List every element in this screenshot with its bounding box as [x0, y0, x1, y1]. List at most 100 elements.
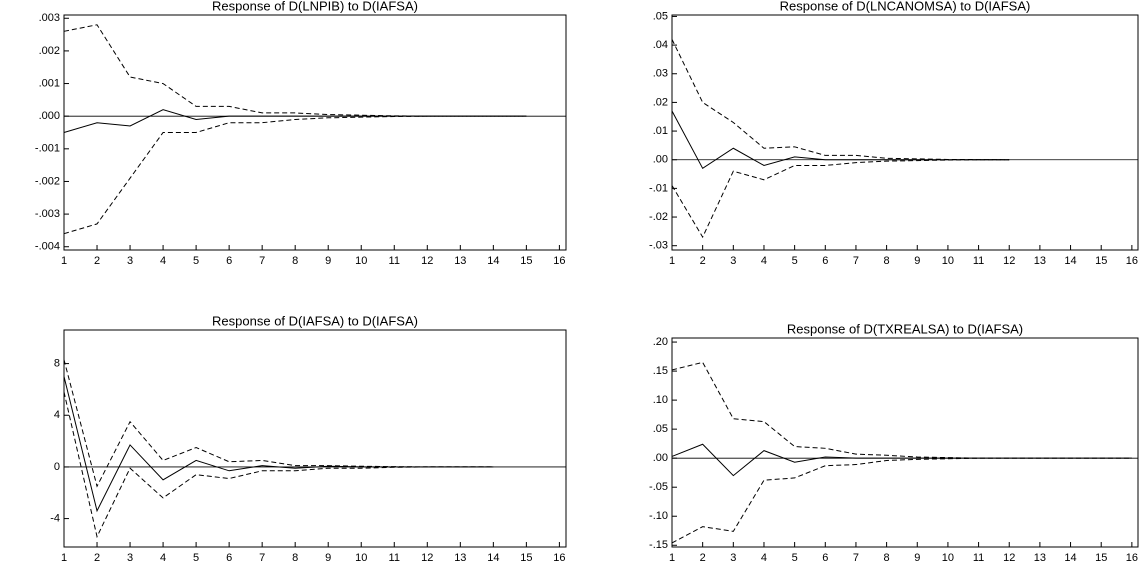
y-tick-label: 4 — [54, 409, 60, 421]
x-tick-label: 12 — [1003, 552, 1015, 562]
y-tick-label: .05 — [653, 10, 668, 22]
x-tick-label: 14 — [1064, 552, 1076, 562]
x-tick-label: 8 — [292, 255, 298, 267]
confidence-band-line — [671, 361, 1132, 459]
y-tick-label: .003 — [39, 12, 60, 24]
x-tick-label: 16 — [553, 552, 565, 562]
y-tick-label: -.002 — [35, 175, 60, 187]
x-tick-label: 3 — [127, 255, 133, 267]
y-tick-label: .002 — [39, 45, 60, 57]
chart-title: Response of D(TXREALSA) to D(IAFSA) — [787, 321, 1023, 336]
x-tick-label: 15 — [1095, 552, 1107, 562]
x-tick-label: 4 — [160, 255, 166, 267]
x-tick-label: 1 — [61, 255, 67, 267]
x-tick-label: 4 — [160, 552, 166, 562]
x-tick-label: 15 — [520, 552, 532, 562]
x-tick-label: 2 — [94, 552, 100, 562]
x-tick-label: 4 — [761, 552, 767, 562]
x-tick-label: 13 — [454, 552, 466, 562]
y-tick-label: .03 — [653, 68, 668, 80]
x-tick-label: 10 — [355, 255, 367, 267]
x-tick-label: 13 — [1034, 552, 1046, 562]
x-tick-label: 1 — [669, 255, 675, 267]
confidence-band-line — [671, 159, 1010, 239]
confidence-band-line — [63, 359, 494, 488]
plot-frame — [63, 14, 567, 251]
x-tick-label: 3 — [730, 552, 736, 562]
y-tick-label: -.05 — [649, 481, 668, 493]
x-tick-label: 2 — [94, 255, 100, 267]
confidence-band-line — [671, 457, 1132, 544]
y-tick-label: -.03 — [649, 240, 668, 252]
confidence-band-line — [63, 24, 527, 117]
x-tick-label: 12 — [421, 255, 433, 267]
y-tick-label: -.15 — [649, 539, 668, 551]
response-line — [63, 376, 494, 513]
x-tick-label: 10 — [942, 552, 954, 562]
x-tick-label: 5 — [792, 255, 798, 267]
chart-title: Response of D(LNCANOMSA) to D(IAFSA) — [780, 0, 1031, 13]
x-tick-label: 7 — [853, 552, 859, 562]
y-tick-label: -.001 — [35, 143, 60, 155]
y-tick-label: .02 — [653, 96, 668, 108]
x-tick-label: 11 — [389, 255, 400, 267]
y-tick-label: .05 — [653, 423, 668, 435]
y-tick-label: .20 — [653, 336, 668, 348]
y-tick-label: -.10 — [649, 510, 668, 522]
y-tick-label: .000 — [39, 110, 60, 122]
x-tick-label: 14 — [487, 552, 499, 562]
x-tick-label: 4 — [761, 255, 767, 267]
x-tick-label: 7 — [259, 255, 265, 267]
y-tick-label: .15 — [653, 365, 668, 377]
y-tick-label: -.004 — [35, 241, 60, 253]
confidence-band-line — [671, 39, 1010, 161]
x-tick-label: 9 — [914, 255, 920, 267]
chart-title: Response of D(IAFSA) to D(IAFSA) — [212, 313, 418, 328]
y-tick-label: 0 — [54, 461, 60, 473]
x-tick-label: 1 — [61, 552, 67, 562]
y-tick-label: .00 — [653, 154, 668, 166]
confidence-band-line — [63, 391, 494, 539]
x-tick-label: 14 — [487, 255, 499, 267]
x-tick-label: 6 — [226, 255, 232, 267]
x-tick-label: 5 — [193, 552, 199, 562]
plot-frame — [671, 14, 1139, 251]
x-tick-label: 7 — [259, 552, 265, 562]
x-tick-label: 3 — [127, 552, 133, 562]
x-tick-label: 8 — [884, 552, 890, 562]
chart-title: Response of D(LNPIB) to D(IAFSA) — [212, 0, 418, 13]
x-tick-label: 5 — [792, 552, 798, 562]
y-tick-label: -4 — [50, 512, 60, 524]
y-tick-label: -.01 — [649, 182, 668, 194]
x-tick-label: 8 — [884, 255, 890, 267]
x-tick-label: 14 — [1064, 255, 1076, 267]
y-tick-label: .00 — [653, 452, 668, 464]
response-line — [63, 109, 527, 133]
x-tick-label: 6 — [822, 552, 828, 562]
y-tick-label: -.003 — [35, 208, 60, 220]
x-tick-label: 11 — [389, 552, 400, 562]
y-tick-label: .10 — [653, 394, 668, 406]
x-tick-label: 3 — [730, 255, 736, 267]
x-tick-label: 8 — [292, 552, 298, 562]
x-tick-label: 2 — [700, 552, 706, 562]
x-tick-label: 6 — [226, 552, 232, 562]
x-tick-label: 15 — [1095, 255, 1107, 267]
x-tick-label: 10 — [942, 255, 954, 267]
x-tick-label: 13 — [1034, 255, 1046, 267]
x-tick-label: 11 — [973, 255, 984, 267]
x-tick-label: 12 — [421, 552, 433, 562]
x-tick-label: 11 — [973, 552, 984, 562]
y-tick-label: .04 — [653, 39, 668, 51]
x-tick-label: 9 — [325, 552, 331, 562]
plot-frame — [671, 337, 1139, 548]
x-tick-label: 16 — [1126, 255, 1138, 267]
y-tick-label: -.02 — [649, 211, 668, 223]
x-tick-label: 12 — [1003, 255, 1015, 267]
x-tick-label: 16 — [1126, 552, 1138, 562]
x-tick-label: 7 — [853, 255, 859, 267]
x-tick-label: 6 — [822, 255, 828, 267]
y-tick-label: .01 — [653, 125, 668, 137]
x-tick-label: 9 — [914, 552, 920, 562]
